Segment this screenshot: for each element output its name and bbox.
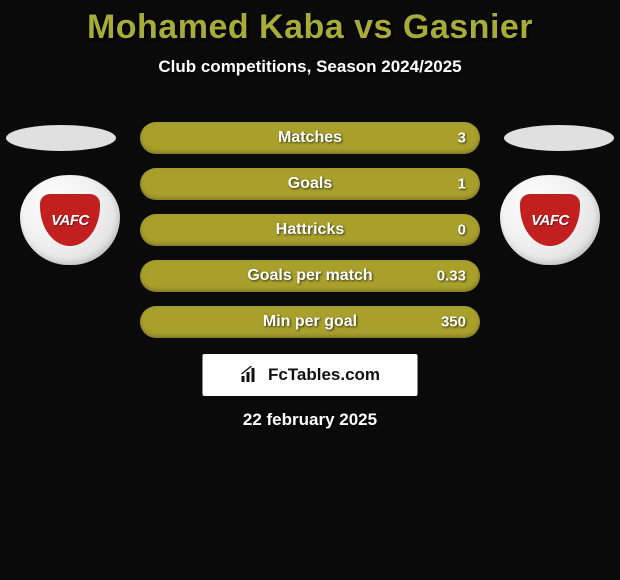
subtitle: Club competitions, Season 2024/2025: [0, 57, 620, 77]
player-right-oval: [504, 125, 614, 151]
brand-badge[interactable]: FcTables.com: [203, 354, 418, 396]
player-left-oval: [6, 125, 116, 151]
stat-right-value: 0: [458, 222, 466, 239]
stat-row-hattricks: Hattricks 0: [140, 214, 480, 246]
brand-text: FcTables.com: [268, 365, 380, 385]
club-crest-right: VAFC: [500, 175, 600, 265]
stat-label: Goals per match: [247, 267, 372, 285]
stat-label: Goals: [288, 175, 332, 193]
stat-row-goals: Goals 1: [140, 168, 480, 200]
stat-right-value: 1: [458, 176, 466, 193]
club-crest-left-label: VAFC: [40, 194, 100, 246]
page-title: Mohamed Kaba vs Gasnier: [0, 0, 620, 47]
stat-label: Hattricks: [276, 221, 344, 239]
club-crest-left: VAFC: [20, 175, 120, 265]
stat-label: Matches: [278, 129, 342, 147]
stats-panel: Matches 3 Goals 1 Hattricks 0 Goals per …: [140, 122, 480, 352]
stat-right-value: 350: [441, 314, 466, 331]
stat-right-value: 3: [458, 130, 466, 147]
stat-row-min-per-goal: Min per goal 350: [140, 306, 480, 338]
stat-row-goals-per-match: Goals per match 0.33: [140, 260, 480, 292]
bar-chart-icon: [240, 366, 262, 384]
stat-row-matches: Matches 3: [140, 122, 480, 154]
stat-label: Min per goal: [263, 313, 357, 331]
club-crest-right-label: VAFC: [520, 194, 580, 246]
stat-right-value: 0.33: [437, 268, 466, 285]
snapshot-date: 22 february 2025: [0, 410, 620, 430]
